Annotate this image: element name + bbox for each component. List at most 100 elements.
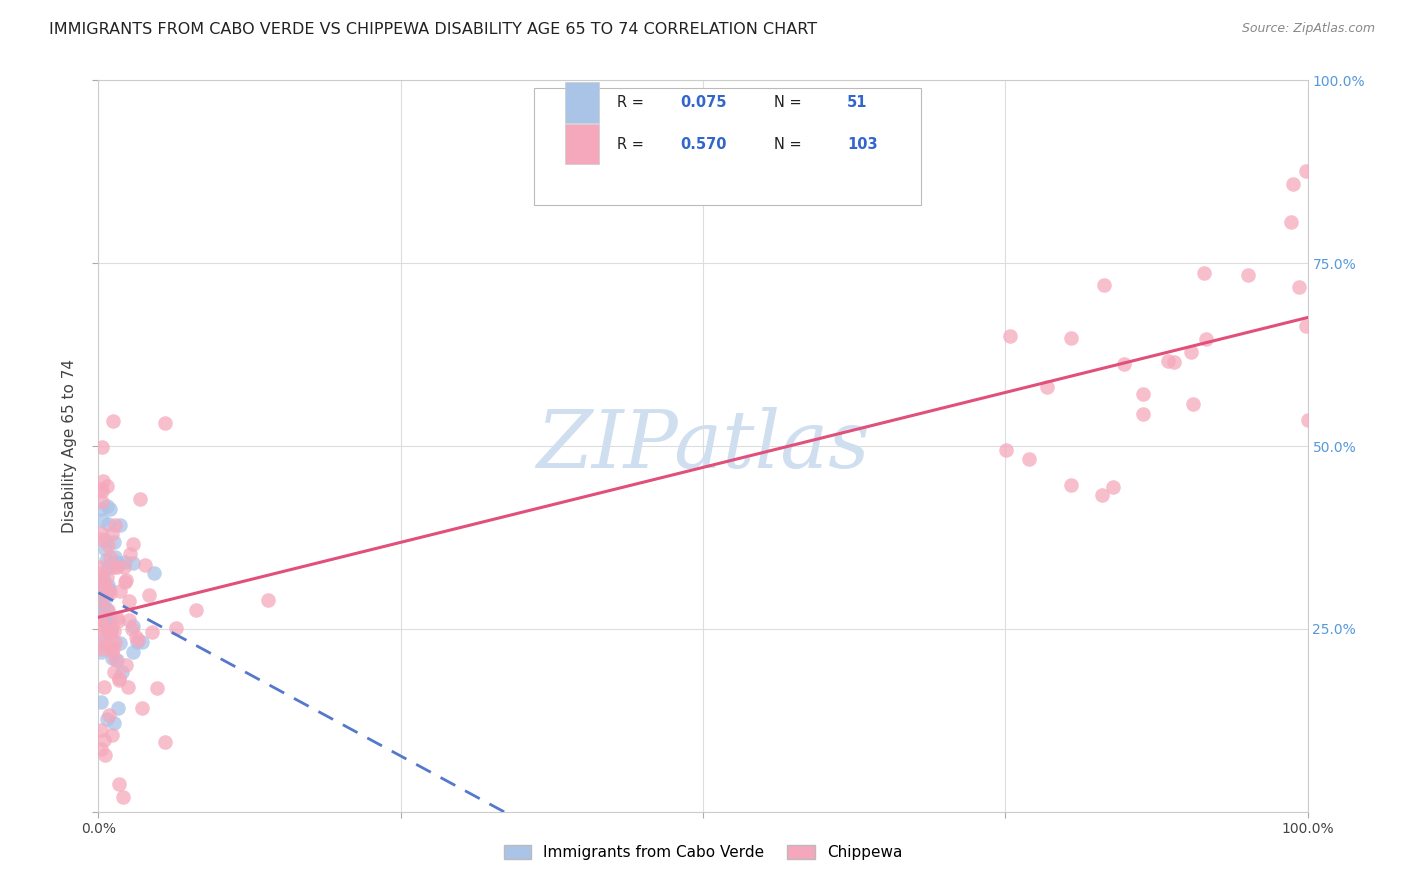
- Point: [101, 728, 124, 742]
- Point: [122, 645, 145, 659]
- Point: [138, 588, 160, 602]
- FancyBboxPatch shape: [534, 87, 921, 204]
- Point: [90, 566, 112, 580]
- Point: [96, 500, 118, 514]
- Point: [1102, 480, 1125, 494]
- Point: [1018, 451, 1040, 466]
- Point: [97, 561, 120, 575]
- Point: [98, 626, 121, 640]
- Point: [165, 621, 187, 635]
- Point: [90, 575, 112, 590]
- Point: [94, 615, 117, 630]
- Text: 103: 103: [846, 136, 877, 152]
- Point: [103, 559, 125, 574]
- Point: [103, 624, 125, 639]
- Point: [90, 512, 112, 526]
- Point: [1094, 277, 1116, 292]
- Point: [90, 619, 112, 633]
- Point: [90, 532, 112, 546]
- Point: [107, 673, 129, 687]
- Point: [142, 566, 165, 580]
- Point: [118, 613, 141, 627]
- Point: [97, 517, 120, 532]
- Point: [98, 614, 121, 628]
- Text: R =: R =: [617, 136, 648, 152]
- Point: [94, 608, 117, 623]
- Point: [97, 624, 120, 639]
- Point: [94, 580, 117, 594]
- Point: [107, 614, 129, 628]
- Point: [122, 619, 145, 633]
- Point: [120, 547, 142, 561]
- Point: [93, 582, 115, 596]
- Point: [145, 681, 167, 695]
- Point: [104, 517, 127, 532]
- Point: [90, 594, 112, 608]
- Point: [103, 716, 125, 731]
- Point: [93, 732, 115, 747]
- Point: [103, 535, 125, 549]
- Point: [103, 665, 125, 679]
- Point: [118, 594, 141, 608]
- Point: [105, 555, 128, 569]
- Point: [141, 624, 163, 639]
- Point: [134, 558, 156, 573]
- Point: [97, 583, 120, 598]
- Text: N =: N =: [775, 95, 807, 110]
- Point: [96, 587, 118, 601]
- Point: [90, 589, 112, 603]
- Point: [110, 636, 132, 650]
- Point: [121, 623, 143, 637]
- Point: [90, 526, 112, 541]
- Point: [94, 619, 117, 633]
- Point: [108, 518, 131, 533]
- Point: [97, 582, 120, 596]
- Point: [108, 777, 131, 791]
- Point: [1060, 331, 1083, 345]
- Point: [108, 672, 131, 686]
- Point: [90, 696, 112, 710]
- Point: [121, 556, 143, 570]
- Point: [111, 665, 134, 679]
- Point: [93, 579, 115, 593]
- Point: [1181, 396, 1204, 410]
- Point: [90, 723, 112, 738]
- Point: [96, 616, 118, 631]
- Point: [1091, 488, 1114, 502]
- Point: [105, 559, 128, 574]
- Point: [96, 588, 118, 602]
- Text: 0.570: 0.570: [681, 136, 727, 152]
- Point: [93, 747, 115, 762]
- Point: [104, 651, 127, 665]
- Point: [100, 650, 122, 665]
- Point: [1281, 178, 1303, 192]
- Point: [127, 635, 149, 649]
- Point: [1112, 357, 1135, 371]
- Point: [122, 537, 145, 551]
- Point: [1295, 318, 1317, 333]
- Point: [105, 610, 128, 624]
- Text: ZIPatlas: ZIPatlas: [536, 408, 870, 484]
- Point: [91, 494, 114, 508]
- Point: [100, 639, 122, 653]
- Bar: [565, 82, 599, 123]
- Point: [100, 527, 122, 541]
- Point: [90, 645, 112, 659]
- Point: [994, 443, 1017, 458]
- Point: [90, 742, 112, 756]
- Point: [112, 559, 135, 574]
- Point: [96, 570, 118, 584]
- Point: [153, 735, 176, 749]
- Point: [96, 712, 118, 726]
- Point: [101, 644, 124, 658]
- Point: [91, 632, 114, 647]
- Point: [98, 707, 121, 722]
- Point: [1157, 354, 1180, 368]
- Text: 0.075: 0.075: [681, 95, 727, 110]
- Point: [98, 502, 121, 516]
- Point: [101, 641, 124, 656]
- Point: [90, 574, 112, 588]
- Point: [90, 597, 112, 611]
- Point: [1163, 355, 1185, 369]
- Point: [100, 586, 122, 600]
